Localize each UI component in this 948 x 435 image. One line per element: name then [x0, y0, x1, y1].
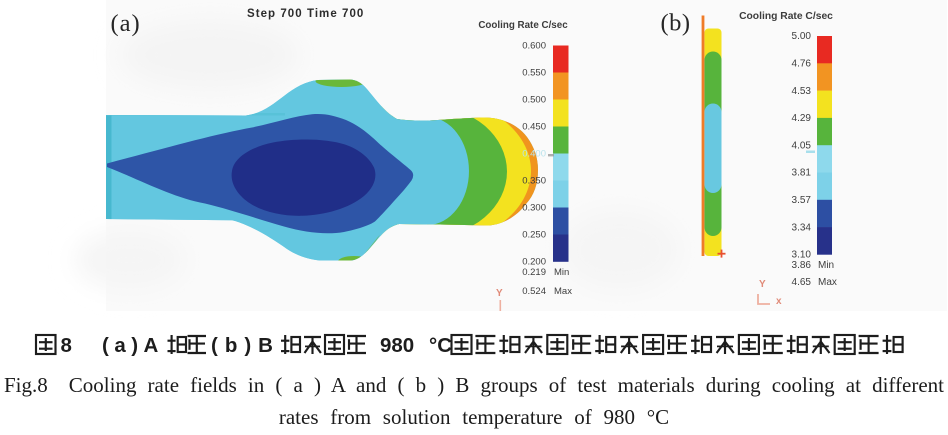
- svg-text:°C: °C: [429, 334, 452, 357]
- svg-text:4.65: 4.65: [792, 277, 812, 288]
- svg-text:Y: Y: [759, 279, 766, 290]
- svg-text:4.53: 4.53: [792, 86, 812, 97]
- svg-text:Min: Min: [554, 267, 569, 278]
- svg-text:4.76: 4.76: [792, 59, 812, 70]
- svg-text:0.350: 0.350: [522, 176, 546, 187]
- svg-text:Min: Min: [818, 260, 834, 271]
- svg-text:0.600: 0.600: [522, 41, 546, 52]
- svg-text:3.57: 3.57: [792, 195, 812, 206]
- svg-text:0.400: 0.400: [522, 149, 546, 160]
- svg-text:0.550: 0.550: [522, 68, 546, 79]
- svg-text:Cooling Rate C/sec: Cooling Rate C/sec: [478, 20, 568, 31]
- svg-text:Max: Max: [554, 286, 572, 297]
- svg-text:8: 8: [61, 334, 72, 357]
- svg-text:0.500: 0.500: [522, 95, 546, 106]
- svg-text:3.81: 3.81: [792, 168, 812, 179]
- svg-text:980: 980: [380, 334, 414, 357]
- svg-text:0.200: 0.200: [522, 257, 546, 268]
- svg-text:0.524: 0.524: [522, 286, 546, 297]
- svg-text:(b): (b): [661, 10, 691, 37]
- svg-text:Y: Y: [496, 288, 503, 299]
- svg-text:Max: Max: [818, 277, 837, 288]
- svg-text:4.05: 4.05: [792, 140, 812, 151]
- svg-text:3.86: 3.86: [792, 260, 812, 271]
- svg-text:0.300: 0.300: [522, 203, 546, 214]
- svg-text:5.00: 5.00: [792, 31, 812, 42]
- svg-text:x: x: [776, 296, 782, 307]
- svg-text:(a): (a): [111, 10, 141, 37]
- svg-text:(b)B: (b)B: [211, 334, 280, 357]
- svg-text:Cooling Rate C/sec: Cooling Rate C/sec: [739, 11, 833, 22]
- svg-text:0.219: 0.219: [522, 267, 546, 278]
- svg-text:3.34: 3.34: [792, 222, 812, 233]
- svg-text:4.29: 4.29: [792, 113, 812, 124]
- svg-text:(a)A: (a)A: [102, 334, 164, 357]
- svg-text:0.250: 0.250: [522, 230, 546, 241]
- svg-text:3.10: 3.10: [792, 250, 812, 261]
- svg-text:0.450: 0.450: [522, 122, 546, 133]
- svg-text:Step 700 Time 700: Step 700 Time 700: [247, 8, 364, 20]
